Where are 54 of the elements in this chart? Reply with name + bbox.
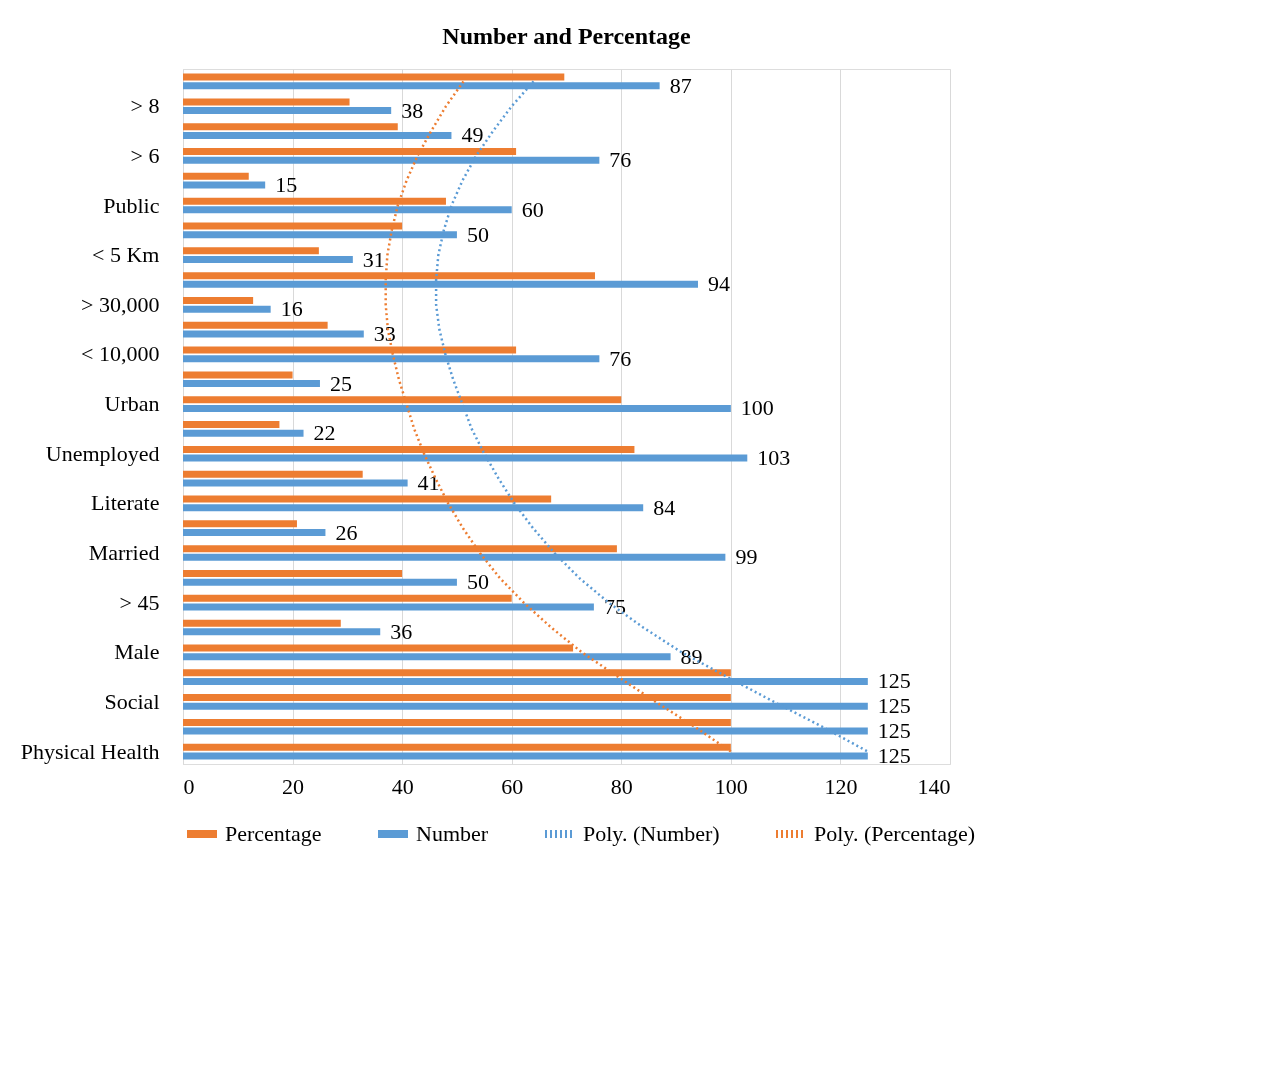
data-label: 94	[707, 271, 730, 297]
x-tick-label: 80	[610, 773, 633, 799]
x-tick-label: 20	[282, 773, 305, 799]
data-label: 41	[417, 469, 440, 495]
data-label: 33	[373, 320, 396, 346]
data-label: 76	[609, 147, 632, 173]
y-tick-label: Unemployed	[45, 440, 160, 466]
y-tick-label: Male	[114, 639, 160, 665]
y-tick-label: Physical Health	[20, 738, 160, 764]
data-label: 31	[362, 246, 385, 272]
y-tick-label: Married	[88, 540, 160, 566]
data-label: 84	[653, 494, 676, 520]
data-label: 99	[735, 544, 758, 570]
data-label: 36	[390, 618, 413, 644]
x-tick-label: 40	[391, 773, 414, 799]
x-tick-label: 100	[714, 773, 748, 799]
x-tick-label: 60	[501, 773, 524, 799]
data-label: 15	[275, 172, 298, 198]
data-label: 60	[521, 196, 544, 222]
legend-label: Number	[416, 821, 489, 846]
data-label: 38	[401, 97, 424, 123]
data-label: 50	[466, 569, 489, 595]
data-label: 25	[329, 370, 352, 396]
data-label: 125	[877, 742, 911, 768]
data-label: 16	[280, 296, 303, 322]
data-label: 76	[609, 345, 632, 371]
y-tick-label: Literate	[91, 490, 160, 516]
data-label: 87	[669, 72, 692, 98]
y-tick-label: > 30,000	[81, 291, 160, 317]
y-tick-label: < 5 Km	[92, 242, 160, 268]
x-tick-label: 140	[917, 773, 951, 799]
data-label: 103	[757, 445, 791, 471]
y-tick-label: Public	[103, 192, 160, 218]
data-label: 49	[461, 122, 484, 148]
data-label: 125	[877, 718, 911, 744]
x-tick-label: 0	[183, 773, 195, 799]
x-tick-label: 120	[824, 773, 858, 799]
data-label: 100	[740, 395, 774, 421]
data-label: 89	[680, 643, 703, 669]
data-label: 125	[877, 693, 911, 719]
y-tick-label: > 45	[119, 589, 160, 615]
chart-title: Number and Percentage	[442, 23, 692, 49]
y-tick-label: > 6	[130, 142, 160, 168]
y-tick-label: Social	[104, 688, 160, 714]
data-label: 26	[335, 519, 358, 545]
legend-label: Percentage	[225, 821, 322, 846]
y-tick-label: > 8	[130, 93, 160, 119]
y-tick-label: Urban	[104, 391, 160, 417]
legend-label: Poly. (Percentage)	[814, 821, 976, 846]
data-label: 22	[313, 420, 336, 446]
data-label: 125	[877, 668, 911, 694]
legend-label: Poly. (Number)	[583, 821, 720, 846]
data-label: 50	[466, 221, 489, 247]
y-tick-label: < 10,000	[81, 341, 160, 367]
